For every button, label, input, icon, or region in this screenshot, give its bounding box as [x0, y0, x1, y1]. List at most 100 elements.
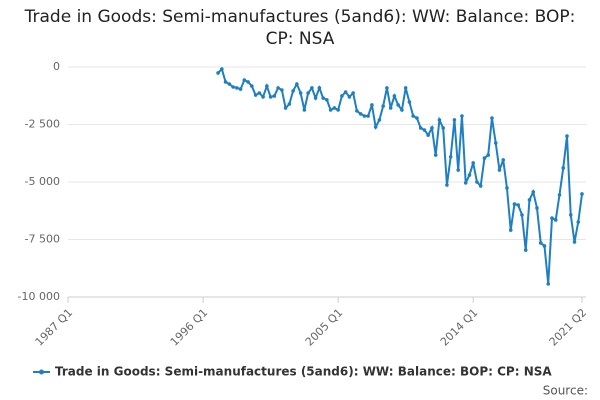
point — [478, 184, 483, 188]
point — [388, 106, 393, 110]
point — [317, 86, 322, 90]
point — [280, 88, 284, 92]
point — [381, 104, 385, 108]
point — [426, 133, 430, 137]
point — [250, 84, 254, 88]
point — [340, 94, 344, 98]
point — [313, 96, 318, 100]
point — [302, 108, 307, 112]
point — [516, 203, 521, 207]
point — [238, 87, 243, 91]
point — [407, 100, 412, 104]
point — [482, 156, 487, 160]
point — [220, 67, 224, 71]
point — [497, 168, 502, 172]
point — [298, 91, 303, 95]
point — [512, 202, 517, 206]
point — [287, 102, 292, 106]
point — [490, 116, 494, 120]
point — [561, 166, 566, 170]
point — [437, 118, 442, 122]
point — [370, 103, 374, 107]
point — [392, 94, 397, 98]
series-line — [217, 67, 583, 284]
point — [347, 95, 352, 99]
point — [310, 86, 314, 90]
point — [550, 216, 554, 220]
point — [433, 153, 438, 157]
point — [572, 240, 577, 244]
x-tick-label: 1987 Q1 — [33, 306, 76, 349]
point — [403, 86, 408, 90]
point — [351, 91, 355, 95]
point — [576, 220, 581, 224]
point — [418, 126, 423, 130]
point — [291, 89, 295, 93]
point — [445, 183, 449, 187]
point — [231, 85, 235, 89]
y-tick-label: 0 — [53, 60, 60, 73]
point — [467, 173, 472, 177]
point — [508, 228, 513, 232]
point — [268, 95, 273, 99]
point — [456, 168, 460, 172]
point — [565, 134, 569, 138]
point — [505, 186, 509, 190]
x-tick-label: 2005 Q1 — [303, 306, 346, 349]
point — [223, 80, 228, 84]
point — [580, 192, 584, 196]
y-tick-label: -10 000 — [18, 290, 60, 303]
legend-label: Trade in Goods: Semi-manufactures (5and6… — [55, 365, 552, 379]
point — [422, 128, 427, 132]
point — [261, 95, 265, 99]
point — [362, 114, 367, 118]
x-tick-label: 2021 Q2 — [547, 306, 590, 349]
point — [227, 82, 232, 86]
point — [501, 158, 506, 162]
point — [373, 125, 378, 129]
y-tick-label: -2 500 — [25, 118, 60, 131]
point — [336, 108, 340, 112]
point — [358, 112, 363, 116]
point — [400, 108, 404, 112]
point — [216, 71, 220, 75]
point — [568, 213, 573, 217]
point — [538, 241, 543, 245]
point — [246, 80, 250, 84]
point — [253, 93, 258, 97]
y-tick-label: -5 000 — [25, 175, 60, 188]
point — [475, 180, 479, 184]
point — [242, 78, 247, 82]
point — [546, 282, 551, 286]
point — [295, 82, 299, 86]
point — [415, 116, 419, 120]
y-tick-label: -7 500 — [25, 233, 60, 246]
point — [535, 206, 539, 210]
point — [542, 244, 547, 248]
source: Source: — [543, 384, 588, 398]
point — [377, 118, 382, 122]
point — [235, 86, 239, 90]
point — [343, 90, 348, 94]
point — [463, 181, 468, 185]
legend-marker — [39, 369, 44, 375]
point — [328, 108, 333, 112]
point — [452, 118, 457, 122]
point — [441, 126, 445, 130]
point — [471, 161, 475, 165]
x-tick-label: 2014 Q1 — [438, 306, 481, 349]
point — [385, 86, 389, 90]
point — [332, 106, 337, 110]
point — [355, 109, 359, 113]
point — [411, 114, 415, 118]
x-tick-label: 1996 Q1 — [168, 306, 211, 349]
point — [283, 106, 288, 110]
point — [430, 126, 434, 130]
point — [257, 91, 262, 95]
point — [527, 198, 532, 202]
chart-title: Trade in Goods: Semi-manufactures (5and6… — [24, 7, 576, 49]
point — [276, 86, 280, 90]
point — [396, 103, 400, 107]
